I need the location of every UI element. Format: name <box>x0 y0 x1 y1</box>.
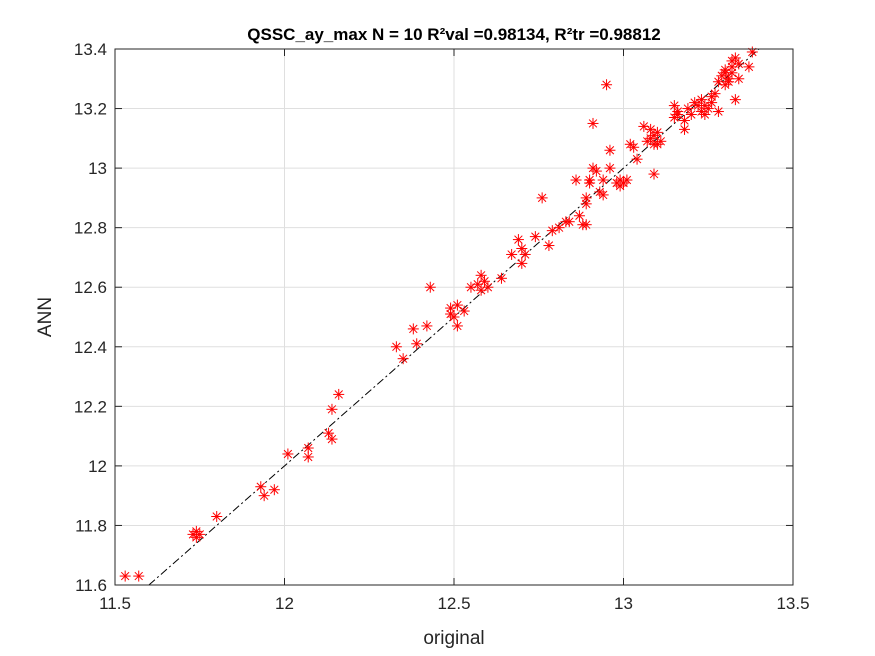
data-point <box>580 219 592 231</box>
axis-ticks <box>114 48 794 586</box>
data-point <box>512 234 524 246</box>
data-point <box>475 269 487 281</box>
x-tick-label: 11.5 <box>99 594 131 613</box>
data-point <box>516 243 528 255</box>
data-point <box>597 189 609 201</box>
x-tick-label: 13 <box>614 594 633 613</box>
data-point <box>601 79 613 91</box>
data-point <box>323 427 335 439</box>
y-tick-label: 13 <box>88 159 107 178</box>
data-point <box>604 144 616 156</box>
data-point <box>479 275 491 287</box>
chart-title: QSSC_ay_max N = 10 R²val =0.98134, R²tr … <box>247 25 660 44</box>
data-point <box>133 570 145 582</box>
data-point <box>495 272 507 284</box>
data-point <box>543 240 555 252</box>
data-point <box>709 88 721 100</box>
data-point <box>590 165 602 177</box>
data-point <box>699 109 711 121</box>
data-point <box>733 73 745 85</box>
data-point <box>448 311 460 323</box>
data-point <box>679 123 691 135</box>
y-tick-label: 13.2 <box>74 100 107 119</box>
x-tick-labels: 11.5 12 12.5 13 13.5 <box>99 594 809 613</box>
data-point <box>746 46 758 58</box>
data-point <box>648 168 660 180</box>
data-point <box>506 248 518 260</box>
data-point <box>695 94 707 106</box>
data-point <box>682 103 694 115</box>
data-point <box>519 248 531 260</box>
data-point <box>421 320 433 332</box>
data-point <box>529 231 541 243</box>
data-point <box>679 114 691 126</box>
x-axis-label: original <box>423 628 484 649</box>
data-points <box>119 46 758 582</box>
y-tick-label: 12.2 <box>74 397 107 416</box>
data-point <box>268 484 280 496</box>
data-point <box>597 174 609 186</box>
y-tick-label: 11.6 <box>75 576 107 595</box>
data-point <box>424 281 436 293</box>
data-point <box>553 222 565 234</box>
data-point <box>451 299 463 311</box>
data-point <box>397 353 409 365</box>
data-point <box>685 109 697 121</box>
data-point <box>672 106 684 118</box>
data-point <box>333 388 345 400</box>
data-point <box>733 58 745 70</box>
y-tick-label: 13.4 <box>74 40 107 59</box>
data-point <box>390 341 402 353</box>
data-point <box>119 570 131 582</box>
data-point <box>587 117 599 129</box>
data-point <box>723 76 735 88</box>
y-tick-label: 12.8 <box>74 219 107 238</box>
data-point <box>563 216 575 228</box>
y-tick-labels: 11.6 11.8 12 12.2 12.4 12.6 12.8 13 13.2 13.4 <box>74 40 107 595</box>
data-point <box>282 448 294 460</box>
data-point <box>712 106 724 118</box>
data-point <box>580 198 592 210</box>
data-point <box>458 305 470 317</box>
data-point <box>258 490 270 502</box>
y-axis-label: ANN <box>35 297 56 337</box>
data-point <box>729 94 741 106</box>
data-point <box>570 174 582 186</box>
data-point <box>631 153 643 165</box>
data-point <box>621 174 633 186</box>
data-point <box>729 52 741 64</box>
data-point <box>726 67 738 79</box>
y-tick-label: 12 <box>88 457 107 476</box>
x-tick-label: 12.5 <box>437 594 470 613</box>
data-point <box>302 442 314 454</box>
data-point <box>516 257 528 269</box>
data-point <box>702 103 714 115</box>
data-point <box>211 511 223 523</box>
data-point <box>584 177 596 189</box>
x-tick-label: 13.5 <box>776 594 809 613</box>
y-tick-label: 12.6 <box>74 278 107 297</box>
y-tick-label: 12.4 <box>74 338 107 357</box>
data-point <box>451 320 463 332</box>
data-point <box>651 126 663 138</box>
data-point <box>302 451 314 463</box>
data-point <box>706 97 718 109</box>
data-point <box>482 281 494 293</box>
y-tick-label: 11.8 <box>75 516 107 535</box>
data-point <box>407 323 419 335</box>
data-point <box>194 528 206 540</box>
data-point <box>255 481 267 493</box>
data-point <box>628 141 640 153</box>
data-point <box>326 433 338 445</box>
data-point <box>743 61 755 73</box>
data-point <box>326 403 338 415</box>
data-point <box>668 100 680 112</box>
data-point <box>573 210 585 222</box>
data-point <box>655 135 667 147</box>
data-point <box>604 162 616 174</box>
data-point <box>411 338 423 350</box>
x-tick-label: 12 <box>275 594 294 613</box>
data-point <box>536 192 548 204</box>
